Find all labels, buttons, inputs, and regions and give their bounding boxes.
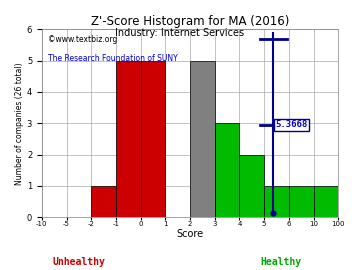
Bar [91, 186, 116, 217]
Bar [141, 60, 165, 217]
X-axis label: Score: Score [176, 229, 204, 239]
Text: Unhealthy: Unhealthy [53, 257, 105, 267]
Text: ©www.textbiz.org: ©www.textbiz.org [48, 35, 117, 44]
Y-axis label: Number of companies (26 total): Number of companies (26 total) [15, 62, 24, 184]
Text: 5.3668: 5.3668 [276, 120, 308, 129]
Bar [116, 60, 141, 217]
Bar [190, 60, 215, 217]
Bar [314, 186, 338, 217]
Bar [289, 186, 314, 217]
Text: Healthy: Healthy [260, 257, 301, 267]
Bar [239, 154, 264, 217]
Text: Industry: Internet Services: Industry: Internet Services [116, 28, 244, 38]
Bar [264, 186, 289, 217]
Title: Z'-Score Histogram for MA (2016): Z'-Score Histogram for MA (2016) [91, 15, 289, 28]
Text: The Research Foundation of SUNY: The Research Foundation of SUNY [48, 54, 177, 63]
Bar [215, 123, 239, 217]
